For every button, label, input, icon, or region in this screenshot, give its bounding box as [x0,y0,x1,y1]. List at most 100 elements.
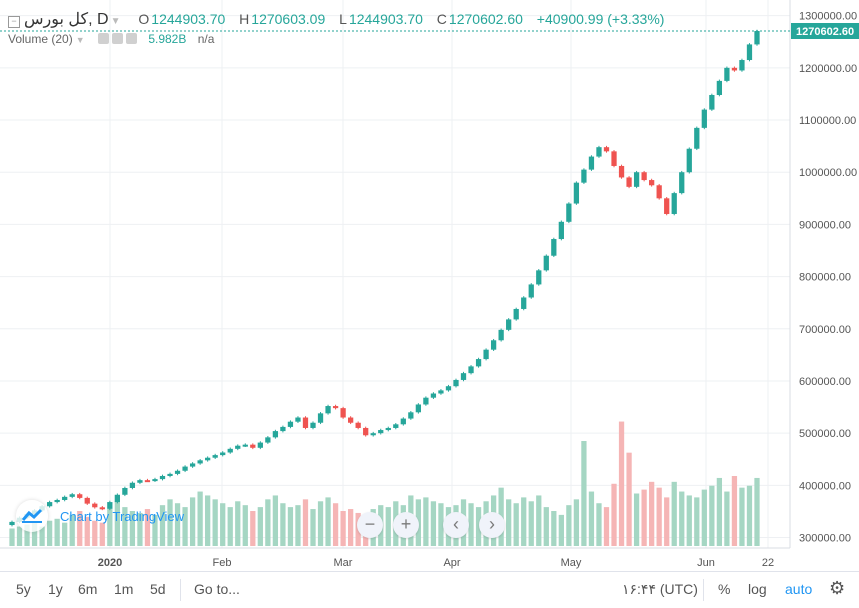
watermark-text[interactable]: Chart by TradingView [60,509,185,524]
scroll-left-button[interactable]: ‹ [443,512,469,538]
y-tick-label: 1300000.00 [799,11,857,23]
scroll-right-button[interactable]: › [479,512,505,538]
volume-value-2: n/a [197,32,215,46]
volume-bar [92,520,98,546]
chevron-down-icon[interactable]: ▼ [110,16,121,27]
volume-bar [189,497,196,546]
volume-bar [137,512,143,546]
volume-bar [694,497,700,546]
candle-body [626,177,632,187]
collapse-icon[interactable]: − [8,16,20,28]
volume-bar [618,421,625,546]
log-toggle[interactable]: log [748,581,767,597]
candle-body [287,421,294,427]
price-chart[interactable]: 300000.00 400000.00 500000.00 600000.00 7000… [0,0,859,571]
y-tick-label: 800000.00 [799,272,851,284]
eye-icon[interactable] [97,33,109,44]
range-5d[interactable]: 5d [150,581,166,597]
candle-body [528,284,534,298]
volume-bar [566,505,572,546]
candle-body [701,109,707,128]
volume-bar [475,507,482,546]
zoom-out-button[interactable]: − [357,512,383,538]
range-5y[interactable]: 5y [16,581,31,597]
volume-bar [506,499,512,546]
x-tick-label: Mar [334,557,353,569]
candle-body [205,457,211,461]
volume-bar [551,511,557,546]
volume-bar [39,526,45,546]
candle-body [114,494,120,503]
volume-bar [24,524,30,546]
volume-bar [671,481,677,546]
volume-bar [633,493,640,546]
candle-body [62,496,68,500]
goto-button[interactable]: Go to... [194,581,240,597]
volume-bar [122,507,128,546]
candle-body [242,444,248,447]
candle-body [716,80,723,95]
volume-label[interactable]: Volume (20) [8,32,73,46]
candle-body [671,193,677,214]
close-icon[interactable] [125,33,137,44]
auto-toggle[interactable]: auto [785,581,813,597]
volume-bar [543,507,549,546]
candle-body [746,44,753,61]
candle-body [664,198,670,214]
range-6m[interactable]: 6m [78,581,98,597]
volume-bar [182,507,188,546]
bottom-toolbar: 5y 1y 6m 1m 5d Go to... ۱۶:۴۴ (UTC) % lo… [0,571,859,608]
volume-bar [174,503,181,546]
volume-bar [310,509,316,546]
divider [703,579,704,601]
volume-bar [257,507,263,546]
range-1m[interactable]: 1m [114,581,134,597]
zoom-in-button[interactable]: + [393,512,419,538]
close-value: 1270602.60 [448,11,523,27]
volume-bar [332,503,339,546]
timezone-label[interactable]: ۱۶:۴۴ (UTC) [622,581,698,597]
x-tick-label: Jun [697,557,715,569]
candle-body [618,165,625,178]
range-1y[interactable]: 1y [48,581,63,597]
volume-bar [325,497,331,546]
volume-bar [46,520,53,546]
volume-bar [220,503,226,546]
candle-body [739,60,745,71]
candle-body [84,497,90,504]
symbol-name[interactable]: کل بورس, D [24,11,109,28]
candle-body [400,418,406,425]
chevron-down-icon[interactable]: ▼ [75,35,85,45]
y-tick-label: 700000.00 [799,324,851,336]
volume-bar [227,507,233,546]
candle-body [694,127,700,149]
candle-body [483,349,489,360]
volume-bar [197,491,203,546]
volume-bar [69,514,75,546]
volume-bar [9,528,15,546]
volume-bar [340,511,346,546]
percent-toggle[interactable]: % [718,581,731,597]
settings-icon[interactable] [111,33,123,44]
candle-body [325,406,331,414]
volume-bar [709,485,715,546]
candle-body [438,390,444,394]
volume-value: 5.982B [148,32,187,46]
candle-body [679,172,685,194]
candle-body [566,203,572,222]
volume-legend: Volume (20) ▼ 5.982B n/a [8,32,214,46]
gear-icon[interactable]: ⚙ [829,578,846,598]
candle-body [174,470,181,474]
candle-body [9,521,15,526]
candle-body [54,499,60,503]
volume-bar [521,497,527,546]
volume-bar [754,477,760,546]
volume-bar [701,489,707,546]
candle-body [686,148,692,173]
tradingview-logo-icon[interactable] [16,500,48,532]
volume-bar [423,497,429,546]
close-label: C [436,11,447,27]
candle-body [611,151,617,166]
volume-bar [558,514,564,546]
candle-body [340,408,346,418]
